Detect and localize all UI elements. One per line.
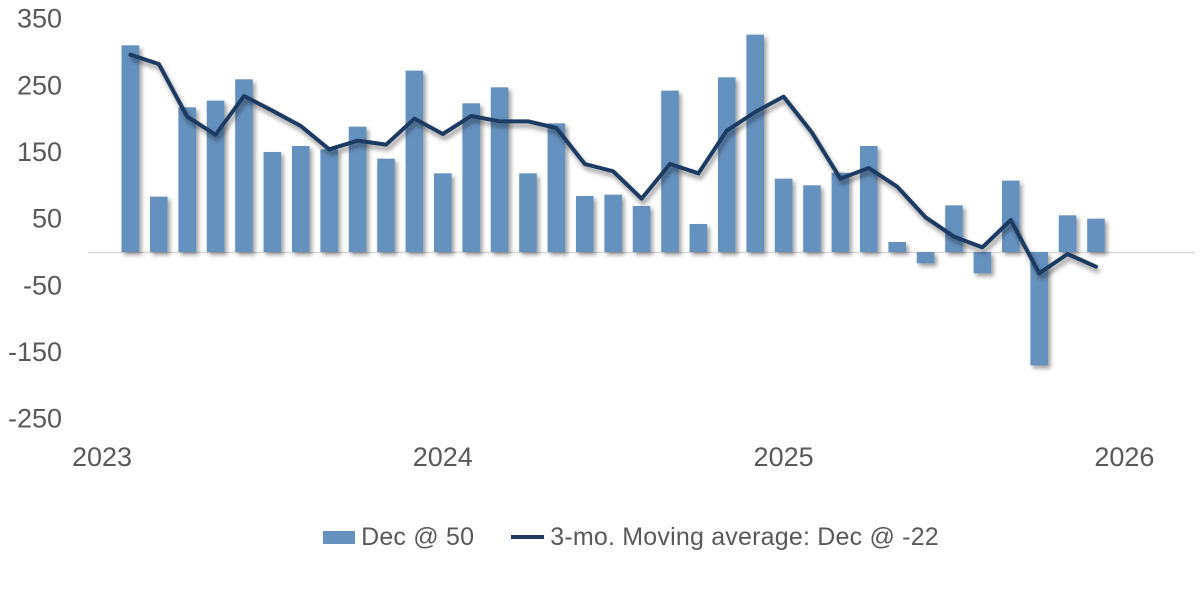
legend-item-line: 3-mo. Moving average: Dec @ -22 (511, 523, 939, 552)
bar-series (121, 34, 1105, 366)
bar-jul-2025 (945, 205, 963, 252)
bar-dec-2023 (405, 70, 424, 253)
bar-dec-2024 (746, 34, 764, 252)
x-axis-tick-label-2026: 2026 (1094, 442, 1154, 472)
bar-nov-2025 (1058, 215, 1077, 252)
bar-oct-2024 (689, 224, 708, 252)
bar-dec-2025 (1087, 218, 1105, 252)
bar-aug-2024 (632, 206, 651, 252)
legend-item-bars: Dec @ 50 (323, 523, 474, 552)
y-axis-tick-label-150: 150 (17, 137, 62, 167)
bar-line-chart: 350 250 150 50 -50 -150 -250 2023 2024 2025 2026 (8, 4, 1195, 472)
bar-may-2024 (547, 123, 566, 252)
bar-oct-2023 (348, 126, 367, 252)
bar-aug-2025 (973, 252, 992, 274)
bar-sep-2025 (1002, 180, 1020, 252)
y-axis-tick-label-350: 350 (17, 4, 62, 34)
y-axis-tick-label--50: -50 (23, 270, 62, 300)
bar-mar-2024 (490, 87, 509, 252)
bar-may-2023 (206, 100, 225, 253)
bar-feb-2024 (462, 103, 480, 252)
legend-line-label: 3-mo. Moving average: Dec @ -22 (550, 522, 939, 551)
bar-jul-2023 (263, 152, 282, 252)
legend-line-swatch (511, 535, 545, 539)
legend-bar-swatch (323, 530, 356, 544)
bar-jun-2023 (235, 79, 253, 252)
bar-sep-2024 (661, 90, 679, 253)
bar-jun-2024 (576, 196, 594, 252)
y-axis-tick-label-250: 250 (17, 70, 62, 100)
bar-mar-2025 (831, 172, 850, 252)
bar-may-2025 (888, 242, 906, 252)
bar-feb-2023 (121, 45, 140, 253)
y-axis-tick-label-50: 50 (32, 204, 62, 234)
bar-jul-2024 (604, 194, 622, 252)
chart-legend: Dec @ 50 3-mo. Moving average: Dec @ -22 (0, 521, 1200, 553)
bar-apr-2025 (860, 146, 878, 252)
bar-sep-2023 (320, 149, 338, 252)
x-axis-tick-label-2025: 2025 (754, 442, 814, 472)
moving-average-line (128, 52, 1098, 276)
bar-oct-2025 (1030, 252, 1048, 366)
y-axis-tick-label--150: -150 (8, 337, 62, 367)
bar-jun-2025 (916, 252, 935, 264)
bar-feb-2025 (803, 185, 821, 252)
bar-jan-2024 (434, 173, 452, 252)
bar-aug-2023 (292, 146, 310, 252)
bar-nov-2024 (718, 77, 736, 252)
x-axis-tick-label-2023: 2023 (72, 442, 132, 472)
y-axis-tick-label--250: -250 (8, 404, 62, 434)
legend-bar-label: Dec @ 50 (361, 522, 475, 551)
bar-nov-2023 (377, 158, 395, 252)
bar-apr-2023 (178, 107, 196, 252)
bar-apr-2024 (519, 173, 537, 252)
bar-jan-2025 (774, 178, 793, 252)
x-axis-tick-label-2024: 2024 (413, 442, 473, 472)
bar-mar-2023 (150, 196, 168, 252)
